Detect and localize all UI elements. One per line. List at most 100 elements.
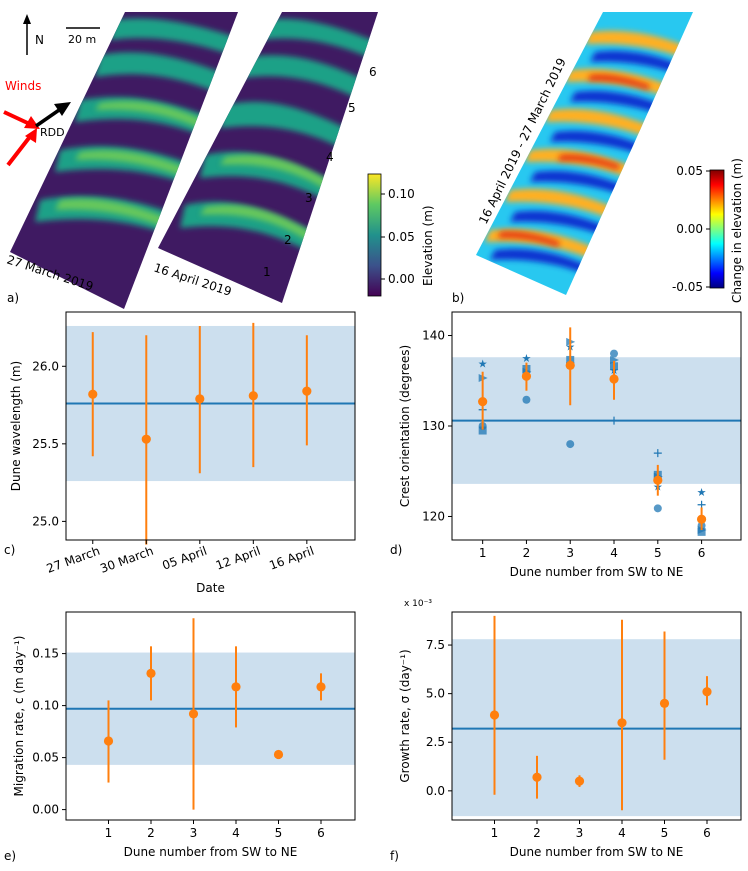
x-tick-label: 6 (698, 546, 706, 560)
data-point (248, 391, 258, 401)
date-marker-circle (566, 440, 575, 449)
rdd-arrow: RDD (35, 102, 71, 139)
date-marker-star: ★ (697, 486, 707, 499)
y-tick-label: 0.10 (32, 699, 59, 713)
data-point (609, 374, 619, 384)
y-tick-label: 130 (422, 419, 445, 433)
x-tick-label: 6 (703, 826, 711, 840)
data-point (653, 475, 663, 485)
chart-growth-rate: 0.0 2.5 5.0 7.5 1 2 3 4 5 6 Dune number from SW to… (398, 599, 742, 859)
data-point (195, 394, 205, 404)
y-tick-label: 0.15 (32, 647, 59, 661)
cb2-label: Change in elevation (m) (730, 158, 744, 303)
x-tick-label: 5 (661, 826, 669, 840)
x-axis-label: Dune number from SW to NE (124, 845, 298, 859)
plot-frame (65, 311, 356, 541)
data-point (532, 772, 542, 782)
data-point (696, 514, 707, 524)
cb1-label: Elevation (m) (421, 205, 435, 286)
y-tick-label: 0.05 (32, 751, 59, 765)
x-tick-label: 27 March (45, 544, 102, 576)
data-point (273, 749, 284, 760)
data-point (188, 709, 199, 719)
colorbar-elevation: 0.10 0.05 0.00 Elevation (m) (367, 173, 435, 297)
panel-letter-d: d) (390, 543, 402, 557)
data-point (702, 687, 712, 697)
dune-label-5: 5 (348, 101, 356, 115)
x-tick-label: 2 (533, 826, 541, 840)
rdd-label: RDD (40, 126, 65, 139)
x-tick-label: 16 April (267, 544, 315, 573)
x-tick-label: 4 (610, 546, 618, 560)
data-point (231, 682, 241, 692)
x-tick-label: 4 (232, 826, 240, 840)
data-point (565, 360, 575, 370)
x-tick-label: 5 (654, 546, 662, 560)
date-marker-plus (653, 449, 662, 458)
x-tick-label: 1 (491, 826, 499, 840)
exponent-label: x 10⁻³ (404, 599, 432, 609)
panel-letter-f: f) (390, 849, 399, 863)
panel-letter-c: c) (4, 543, 15, 557)
x-tick-label: 5 (275, 826, 283, 840)
x-tick-label: 3 (190, 826, 198, 840)
north-label: N (35, 33, 44, 47)
date-marker-circle (610, 349, 619, 358)
x-tick-label: 12 April (214, 544, 262, 573)
x-tick-label: 2 (147, 826, 155, 840)
date-marker-triangle (610, 355, 620, 364)
date-marker-star: ★ (522, 352, 532, 365)
data-point (146, 668, 156, 678)
chart-migration-rate: 0.00 0.05 0.10 0.15 1 2 3 4 5 6 Dune number from S… (12, 611, 356, 859)
x-tick-label: 3 (576, 826, 584, 840)
dune-label-4: 4 (326, 150, 334, 164)
elevation-difference-map (476, 12, 693, 295)
north-arrow: N (23, 14, 44, 55)
y-tick-label: 5.0 (426, 687, 445, 701)
scale-bar: 20 m (66, 27, 100, 46)
y-tick-label: 120 (422, 509, 445, 523)
cb1-tick-1: 0.10 (388, 187, 415, 201)
x-axis-label: Dune number from SW to NE (510, 845, 684, 859)
x-tick-label: 4 (618, 826, 626, 840)
dune-label-6: 6 (369, 65, 377, 79)
date-marker-square (478, 426, 487, 435)
cb1-tick-2: 0.05 (388, 230, 415, 244)
cb2-tick-2: 0.00 (676, 222, 703, 236)
y-axis-label: Dune wavelength (m) (9, 361, 23, 491)
data-point (316, 682, 326, 692)
cb2-tick-1: 0.05 (676, 164, 703, 178)
x-tick-label: 2 (523, 546, 531, 560)
data-point (659, 698, 670, 708)
colorbar-change: 0.05 0.00 -0.05 Change in elevation (m) (672, 158, 744, 303)
plot-frame (65, 611, 356, 821)
winds-label: Winds (5, 79, 41, 93)
x-tick-label: 1 (479, 546, 487, 560)
data-point (489, 710, 500, 720)
y-tick-label: 0.0 (426, 784, 445, 798)
y-axis-label: Migration rate, c (m day⁻¹) (12, 636, 26, 797)
x-tick-label: 3 (566, 546, 574, 560)
y-axis-label: Crest orientation (degrees) (398, 345, 412, 507)
x-axis-label: Dune number from SW to NE (510, 565, 684, 579)
scale-label: 20 m (68, 33, 96, 46)
y-tick-label: 26.0 (32, 359, 59, 373)
panel-letter-b: b) (452, 291, 464, 305)
data-point (521, 371, 532, 381)
data-point (478, 396, 488, 407)
winds-arrows (3, 110, 40, 167)
date-marker-star: ★ (478, 358, 488, 371)
plot-frame (451, 611, 742, 821)
x-axis-label: Date (196, 581, 225, 595)
cb2-tick-3: -0.05 (672, 280, 703, 294)
date-marker-circle (653, 504, 662, 513)
data-point (103, 736, 114, 746)
y-tick-label: 0.00 (32, 803, 59, 817)
data-point (574, 776, 585, 786)
y-tick-label: 7.5 (426, 638, 445, 652)
cb1-tick-3: 0.00 (388, 272, 415, 286)
y-tick-label: 25.5 (32, 437, 59, 451)
